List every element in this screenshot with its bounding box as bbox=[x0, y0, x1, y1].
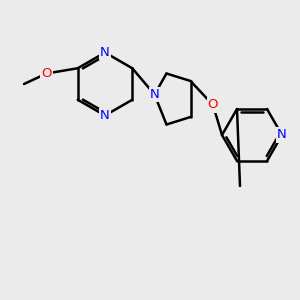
Text: N: N bbox=[100, 109, 110, 122]
Text: N: N bbox=[277, 128, 287, 142]
Text: O: O bbox=[41, 67, 52, 80]
Text: N: N bbox=[150, 88, 159, 101]
Text: O: O bbox=[208, 98, 218, 112]
Text: N: N bbox=[100, 46, 110, 59]
